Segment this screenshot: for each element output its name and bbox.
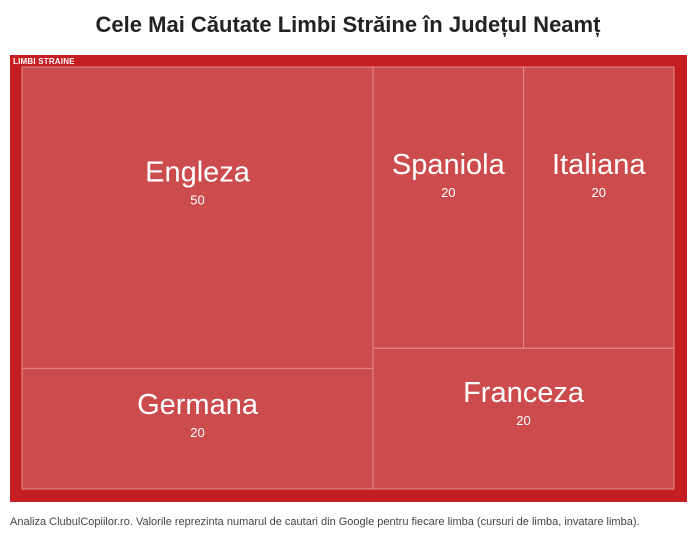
treemap-chart: Engleza 50 Germana 20 Spaniola 20 Italiana 20 Fr… — [10, 55, 687, 502]
treemap-label-franceza: Franceza — [463, 377, 585, 409]
treemap-value-engleza: 50 — [190, 193, 204, 208]
chart-title: Cele Mai Căutate Limbi Străine în Județu… — [95, 12, 601, 37]
treemap-cell-franceza[interactable] — [372, 347, 675, 490]
treemap-label-engleza: Engleza — [145, 157, 251, 189]
treemap-value-spaniola: 20 — [441, 185, 455, 200]
treemap-cell-engleza[interactable] — [21, 66, 374, 369]
treemap-value-germana: 20 — [190, 425, 204, 440]
treemap-value-franceza: 20 — [516, 413, 530, 428]
treemap-label-italiana: Italiana — [552, 149, 646, 181]
treemap-value-italiana: 20 — [592, 185, 606, 200]
treemap-cell-germana[interactable] — [21, 367, 374, 490]
source-note: Analiza ClubulCopiilor.ro. Valorile repr… — [10, 516, 640, 528]
treemap-label-germana: Germana — [137, 389, 259, 421]
treemap-root-label: LIMBI STRAINE — [13, 57, 75, 66]
treemap-cell-italiana[interactable] — [523, 66, 675, 349]
treemap-label-spaniola: Spaniola — [392, 149, 506, 181]
treemap-cell-spaniola[interactable] — [372, 66, 525, 349]
